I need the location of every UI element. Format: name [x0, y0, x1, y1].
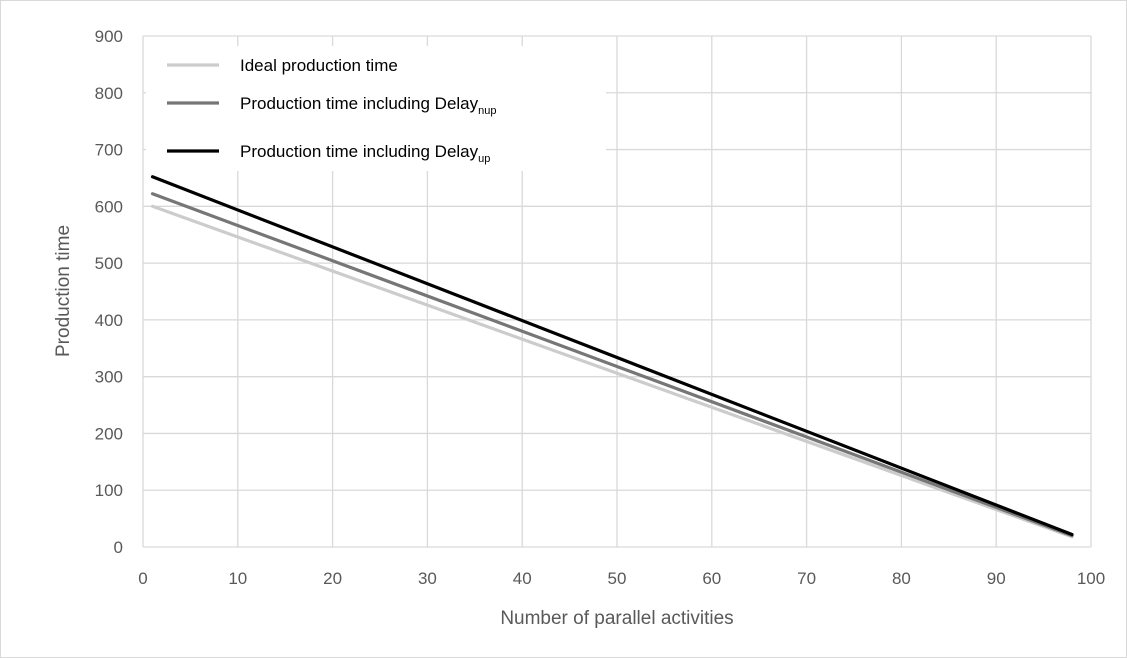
series-line-2: [150, 175, 1074, 537]
y-tick-label: 300: [95, 368, 123, 387]
legend-label-subscript: nup: [478, 105, 496, 117]
y-tick-label: 100: [95, 481, 123, 500]
y-tick-label: 0: [114, 538, 123, 557]
y-tick-label: 200: [95, 424, 123, 443]
x-tick-label: 60: [702, 569, 721, 588]
series-lines: [150, 175, 1074, 539]
x-tick-label: 80: [892, 569, 911, 588]
y-axis-ticks: 0 100 200 300 400 500 600 700 800 900: [95, 27, 123, 557]
x-tick-label: 90: [987, 569, 1006, 588]
series-line-0: [150, 204, 1074, 539]
series-line-1: [150, 192, 1074, 538]
legend-label-main: Production time including Delay: [240, 142, 479, 161]
x-axis-ticks: 0 10 20 30 40 50 60 70 80 90 100: [138, 569, 1105, 588]
legend: Ideal production time Production time inc…: [146, 46, 606, 171]
legend-background: [146, 46, 606, 171]
x-tick-label: 0: [138, 569, 147, 588]
y-tick-label: 400: [95, 311, 123, 330]
y-tick-label: 600: [95, 197, 123, 216]
legend-label-main: Ideal production time: [240, 56, 398, 75]
y-tick-label: 800: [95, 84, 123, 103]
legend-label-main: Production time including Delay: [240, 94, 479, 113]
y-tick-label: 500: [95, 254, 123, 273]
y-axis-title: Production time: [53, 225, 74, 357]
legend-label-2: Production time including Delayup: [240, 142, 490, 165]
y-tick-label: 700: [95, 141, 123, 160]
x-tick-label: 10: [228, 569, 247, 588]
legend-label-1: Production time including Delaynup: [240, 94, 496, 117]
legend-label-subscript: up: [478, 153, 490, 165]
x-tick-label: 100: [1077, 569, 1105, 588]
x-tick-label: 30: [418, 569, 437, 588]
legend-label-0: Ideal production time: [240, 56, 398, 75]
x-tick-label: 40: [513, 569, 532, 588]
x-axis-title: Number of parallel activities: [500, 608, 733, 629]
x-tick-label: 70: [797, 569, 816, 588]
x-tick-label: 20: [323, 569, 342, 588]
y-tick-label: 900: [95, 27, 123, 46]
x-tick-label: 50: [608, 569, 627, 588]
